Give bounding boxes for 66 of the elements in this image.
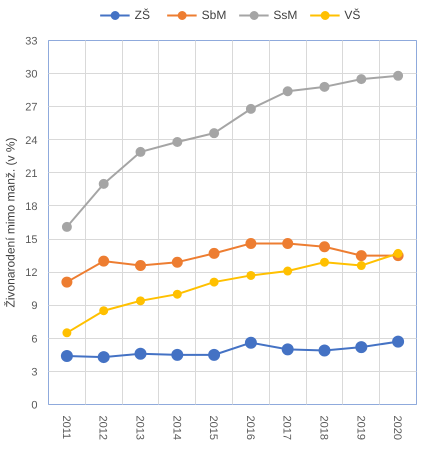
point	[99, 306, 108, 316]
point	[244, 336, 257, 349]
y-tick-label: 9	[31, 300, 38, 312]
legend-label: SbM	[202, 8, 226, 22]
point	[98, 256, 110, 267]
y-tick-label: 33	[25, 36, 38, 48]
x-tick-label: 2017	[280, 416, 293, 440]
point	[356, 250, 367, 262]
x-tick-label: 2014	[170, 416, 182, 440]
point	[282, 86, 293, 96]
point	[282, 238, 294, 249]
y-tick-label: 0	[31, 400, 38, 412]
point	[356, 74, 366, 84]
x-tick-label: 2011	[60, 416, 72, 440]
x-tick-label: 2019	[354, 416, 366, 440]
point	[245, 238, 256, 249]
point	[283, 266, 292, 276]
x-tick-label: 2015	[207, 416, 220, 440]
x-tick-label: 2016	[244, 416, 256, 440]
x-tick-label: 2013	[134, 416, 146, 440]
point	[62, 222, 72, 232]
point	[320, 258, 329, 267]
y-tick-label: 27	[25, 102, 38, 114]
legend-label: VŠ	[344, 8, 362, 22]
point	[136, 296, 145, 306]
point	[171, 348, 184, 361]
y-tick-label: 24	[25, 134, 38, 147]
point	[246, 104, 256, 114]
point	[394, 248, 403, 258]
point	[208, 348, 220, 361]
legend-label: SsM	[273, 8, 298, 22]
y-tick-label: 21	[25, 168, 38, 180]
point	[172, 256, 183, 268]
point	[393, 70, 404, 81]
y-tick-label: 18	[25, 200, 38, 213]
x-tick-label: 2020	[391, 416, 404, 440]
point	[320, 82, 330, 92]
point	[318, 344, 330, 356]
point	[208, 248, 220, 259]
point	[210, 278, 219, 287]
y-tick-label: 12	[25, 267, 38, 280]
point	[98, 351, 110, 364]
y-tick-label: 15	[25, 234, 38, 246]
point	[392, 336, 404, 348]
point	[356, 261, 366, 270]
point	[136, 146, 146, 157]
point	[319, 241, 330, 252]
point	[134, 348, 146, 360]
point	[62, 328, 72, 338]
x-tick-label: 2018	[318, 416, 330, 440]
point	[98, 178, 109, 189]
point	[246, 270, 256, 280]
point	[355, 341, 368, 354]
point	[172, 290, 182, 299]
point	[172, 136, 182, 147]
y-axis-title: Živonarodení mimo manž. (v %)	[3, 137, 18, 308]
y-tick-label: 6	[31, 333, 38, 346]
point	[135, 260, 146, 272]
point	[282, 343, 294, 356]
x-tick-label: 2012	[96, 416, 109, 440]
legend-label: ZŠ	[134, 8, 151, 22]
y-tick-label: 30	[25, 68, 38, 81]
point	[60, 350, 73, 362]
point	[61, 276, 72, 288]
y-tick-label: 3	[31, 366, 38, 378]
point	[209, 128, 220, 138]
